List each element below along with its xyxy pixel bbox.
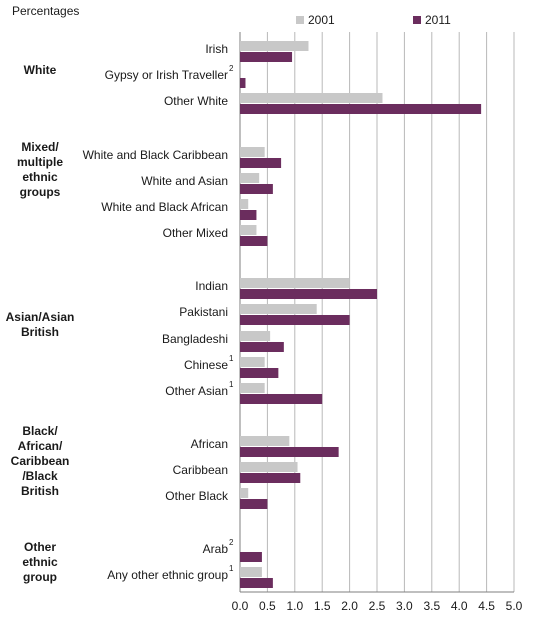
- x-tick-label: 3.5: [423, 599, 440, 613]
- bar-2001: [240, 488, 249, 498]
- bar-2011: [240, 158, 282, 168]
- category-label: Arab: [202, 542, 228, 556]
- category-label: Pakistani: [179, 305, 228, 319]
- legend-label-2001: 2001: [308, 13, 335, 27]
- footnote-marker: 2: [229, 64, 234, 73]
- bar-2001: [240, 278, 350, 288]
- x-tick-label: 0.0: [232, 599, 249, 613]
- group-label: White: [23, 63, 57, 77]
- footnote-marker: 1: [229, 354, 234, 363]
- x-tick-label: 5.0: [506, 599, 523, 613]
- bar-2001: [240, 383, 265, 393]
- bar-2011: [240, 52, 293, 62]
- bar-2011: [240, 447, 339, 457]
- x-tick-label: 2.0: [341, 599, 358, 613]
- x-tick-label: 3.0: [396, 599, 413, 613]
- group-label: Mixed/multiple ethnic groups: [16, 140, 63, 199]
- bar-2001: [240, 304, 317, 314]
- bar-2011: [240, 289, 377, 299]
- category-label: Other White: [163, 94, 228, 108]
- bar-2011: [240, 210, 257, 220]
- bar-2001: [240, 173, 260, 183]
- bar-2011: [240, 394, 323, 404]
- footnote-marker: 1: [229, 380, 234, 389]
- x-tick-label: 2.5: [369, 599, 386, 613]
- category-label: Caribbean: [172, 463, 228, 477]
- footnote-marker: 1: [229, 564, 234, 573]
- x-tick-label: 4.0: [451, 599, 468, 613]
- category-label: Other Asian: [165, 384, 228, 398]
- bar-2011: [240, 315, 350, 325]
- x-tick-label: 0.5: [259, 599, 276, 613]
- x-tick-label: 1.5: [314, 599, 331, 613]
- bar-2001: [240, 357, 265, 367]
- bar-2001: [240, 225, 257, 235]
- bar-2001: [240, 199, 249, 209]
- category-label: Bangladeshi: [161, 332, 228, 346]
- x-tick-label: 1.0: [286, 599, 303, 613]
- bar-2001: [240, 567, 262, 577]
- bar-2001: [240, 436, 290, 446]
- group-label: Asian/Asian British: [5, 310, 75, 339]
- legend-swatch-2001: [296, 16, 304, 24]
- bar-2011: [240, 578, 273, 588]
- footnote-marker: 2: [229, 538, 234, 547]
- bar-2011: [240, 473, 301, 483]
- category-label: White and Black Caribbean: [82, 148, 228, 162]
- category-label: Chinese: [183, 358, 228, 372]
- bar-2011: [240, 499, 268, 509]
- bar-2011: [240, 368, 279, 378]
- category-label: Gypsy or Irish Traveller: [104, 68, 228, 82]
- bar-2011: [240, 342, 284, 352]
- category-label: Other Mixed: [162, 226, 228, 240]
- legend-item-2011: 2011: [413, 13, 451, 27]
- bar-2011: [240, 552, 262, 562]
- category-label: African: [190, 437, 228, 451]
- unit-label: Percentages: [12, 4, 80, 18]
- group-label: Other ethnic group: [22, 540, 58, 584]
- bar-2011: [240, 78, 246, 88]
- category-label: White and Asian: [141, 174, 228, 188]
- x-tick-label: 4.5: [478, 599, 495, 613]
- legend-item-2001: 2001: [296, 13, 335, 27]
- category-label: Any other ethnic group: [107, 568, 228, 582]
- bar-2011: [240, 184, 273, 194]
- category-label: White and Black African: [101, 200, 228, 214]
- bar-2011: [240, 104, 482, 114]
- bar-2001: [240, 41, 309, 51]
- category-label: Irish: [205, 42, 228, 56]
- group-label: Black/African/Caribbean/Black British: [10, 424, 70, 498]
- bar-2001: [240, 147, 265, 157]
- bar-2001: [240, 331, 271, 341]
- category-label: Other Black: [165, 489, 228, 503]
- bar-2011: [240, 236, 268, 246]
- category-label: Indian: [195, 279, 228, 293]
- legend-swatch-2011: [413, 16, 421, 24]
- bar-2001: [240, 93, 383, 103]
- bar-2001: [240, 462, 298, 472]
- legend-label-2011: 2011: [425, 13, 451, 27]
